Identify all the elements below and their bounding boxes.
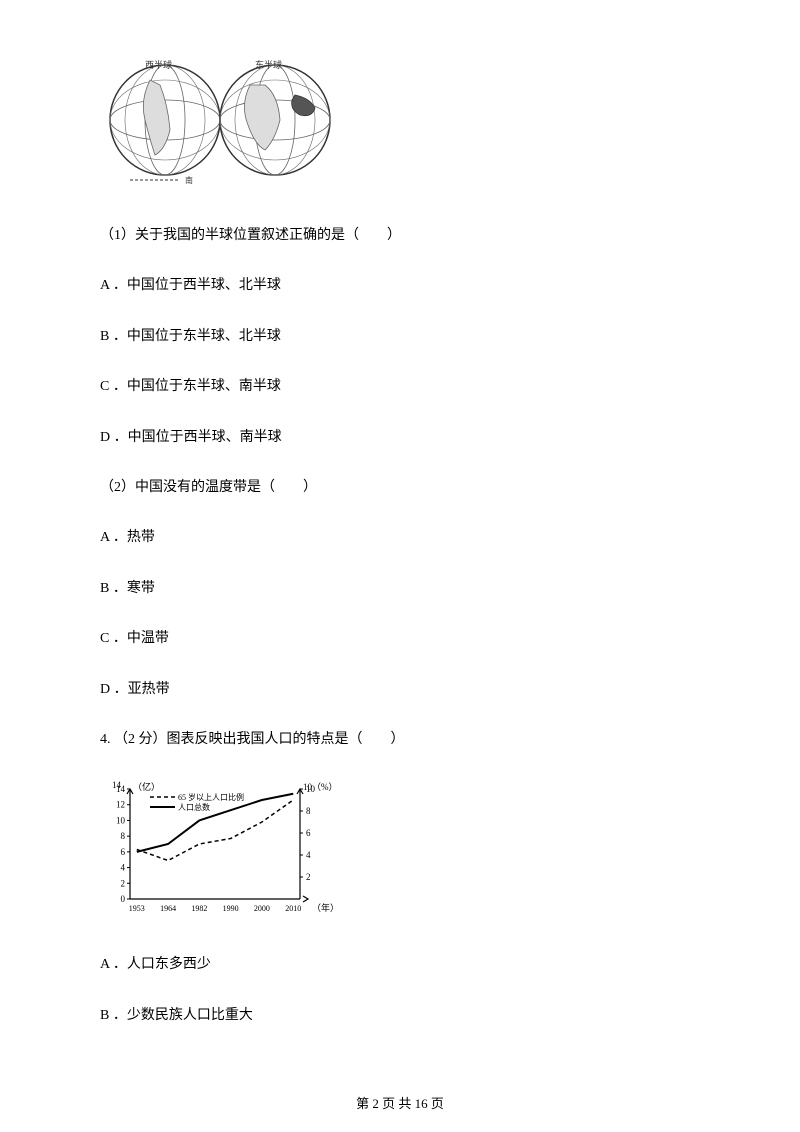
q4-stem: 4. （2 分）图表反映出我国人口的特点是（ ） (100, 729, 700, 751)
svg-text:8: 8 (306, 806, 311, 816)
svg-text:（年）: （年） (312, 902, 339, 913)
svg-text:东半球: 东半球 (255, 59, 282, 70)
svg-text:1953: 1953 (129, 904, 145, 913)
q4-option-b: B ．少数民族人口比重大 (100, 1005, 700, 1027)
svg-text:6: 6 (306, 828, 311, 838)
svg-text:4: 4 (121, 863, 126, 873)
svg-text:65 岁以上人口比例: 65 岁以上人口比例 (178, 792, 244, 802)
svg-text:1964: 1964 (160, 904, 176, 913)
q2-option-a: A ．热带 (100, 527, 700, 549)
hemisphere-svg: 西半球 东半球 南 (100, 50, 340, 190)
hemisphere-map-figure: 西半球 东半球 南 (100, 50, 700, 195)
svg-text:2000: 2000 (254, 904, 270, 913)
q2-option-b: B ．寒带 (100, 578, 700, 600)
svg-text:（亿）: （亿） (133, 781, 160, 792)
population-chart-figure: 0246810121414（亿）24681010（%）1953196419821… (100, 779, 700, 924)
q1-option-c: C ．中国位于东半球、南半球 (100, 376, 700, 398)
svg-text:1982: 1982 (191, 904, 207, 913)
q2-stem: （2）中国没有的温度带是（ ） (100, 477, 700, 499)
svg-text:南: 南 (185, 175, 193, 185)
svg-text:4: 4 (306, 850, 311, 860)
population-chart-svg: 0246810121414（亿）24681010（%）1953196419821… (100, 779, 340, 919)
svg-text:西半球: 西半球 (145, 59, 172, 70)
q1-option-a: A ．中国位于西半球、北半球 (100, 275, 700, 297)
svg-text:人口总数: 人口总数 (178, 802, 210, 812)
svg-text:6: 6 (121, 847, 126, 857)
q1-stem: （1）关于我国的半球位置叙述正确的是（ ） (100, 225, 700, 247)
svg-text:10（%）: 10（%） (303, 782, 338, 792)
q4-option-a: A ．人口东多西少 (100, 954, 700, 976)
svg-text:10: 10 (116, 816, 126, 826)
page-footer: 第 2 页 共 16 页 (0, 1093, 800, 1112)
svg-text:2010: 2010 (285, 904, 301, 913)
svg-text:12: 12 (116, 800, 125, 810)
svg-text:2: 2 (121, 879, 126, 889)
svg-text:8: 8 (121, 831, 126, 841)
q2-option-c: C ．中温带 (100, 628, 700, 650)
svg-text:2: 2 (306, 872, 311, 882)
svg-text:0: 0 (121, 894, 126, 904)
q1-option-d: D ．中国位于西半球、南半球 (100, 427, 700, 449)
svg-text:14: 14 (112, 780, 122, 790)
svg-text:1990: 1990 (223, 904, 239, 913)
q1-option-b: B ．中国位于东半球、北半球 (100, 326, 700, 348)
q2-option-d: D ．亚热带 (100, 679, 700, 701)
